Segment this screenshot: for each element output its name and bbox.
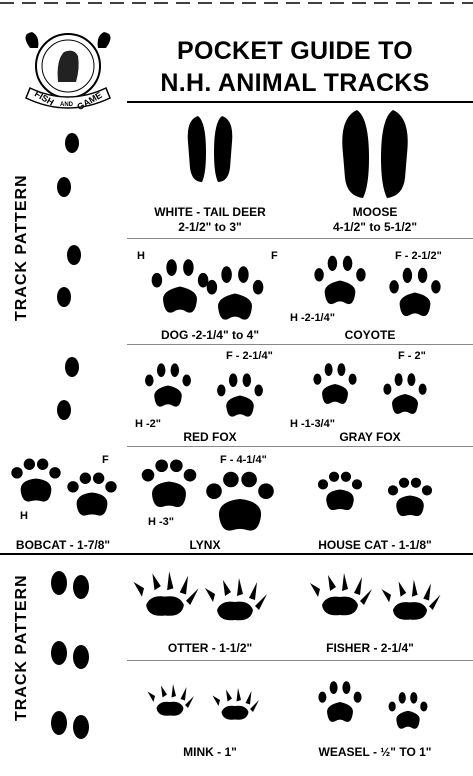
lynx-front-marker: F - 4-1/4" bbox=[220, 454, 267, 466]
coyote-front-paw-icon bbox=[389, 267, 441, 317]
dog-hind-paw-icon bbox=[151, 259, 209, 313]
weasel-hind-paw-icon bbox=[318, 681, 362, 722]
red-fox-hind-marker: H -2" bbox=[135, 418, 161, 430]
fisher-front-paw-icon bbox=[381, 579, 441, 620]
dog-hind-marker: H bbox=[137, 250, 145, 262]
house-cat-front-paw-icon bbox=[387, 477, 433, 517]
coyote-front-marker: F - 2-1/2" bbox=[395, 250, 442, 262]
section-divider bbox=[0, 553, 473, 555]
dashed-cut-line bbox=[0, 2, 473, 4]
bobcat-label: BOBCAT - 1-7/8" bbox=[15, 538, 111, 552]
deer-name: WHITE - TAIL DEER bbox=[154, 205, 266, 219]
mink-hind-paw-icon bbox=[147, 684, 194, 716]
lynx-front-paw-icon bbox=[206, 471, 274, 531]
coyote-label: COYOTE bbox=[344, 328, 396, 342]
gray-fox-front-paw-icon bbox=[383, 373, 427, 414]
bobcat-hind-marker: H bbox=[20, 510, 28, 522]
house-cat-label: HOUSE CAT - 1-1/8" bbox=[318, 538, 432, 552]
moose-track-icon bbox=[342, 110, 408, 198]
fisher-label: FISHER - 2-1/4" bbox=[326, 641, 414, 655]
weasel-front-paw-icon bbox=[388, 692, 428, 729]
otter-front-paw-icon bbox=[205, 578, 267, 621]
bobcat-front-paw-icon bbox=[67, 472, 117, 516]
row-divider bbox=[127, 238, 473, 239]
track-pattern-label-top: TRACK PATTERN bbox=[13, 174, 30, 321]
lynx-hind-paw-icon bbox=[141, 459, 197, 507]
deer-track-icon bbox=[187, 116, 233, 182]
lynx-label: LYNX bbox=[189, 538, 221, 552]
mink-front-paw-icon bbox=[212, 688, 259, 720]
red-fox-hind-paw-icon bbox=[145, 363, 191, 407]
otter-hind-paw-icon bbox=[133, 571, 199, 616]
dog-front-paw-icon bbox=[206, 266, 264, 320]
page-title-line1: POCKET GUIDE TO bbox=[176, 37, 413, 65]
deer-size: 2-1/2" to 3" bbox=[178, 220, 242, 234]
coyote-hind-marker: H -2-1/4" bbox=[290, 312, 335, 324]
gray-fox-hind-paw-icon bbox=[313, 363, 357, 404]
red-fox-front-paw-icon bbox=[217, 373, 263, 417]
weasel-label: WEASEL - ½" TO 1" bbox=[318, 745, 432, 759]
logo-text-and: AND bbox=[60, 102, 73, 108]
title-underline bbox=[127, 101, 473, 103]
coyote-hind-paw-icon bbox=[314, 255, 366, 305]
dog-label: DOG -2-1/4" to 4" bbox=[160, 328, 260, 342]
moose-name: MOOSE bbox=[352, 205, 398, 219]
red-fox-label: RED FOX bbox=[183, 430, 237, 444]
fisher-hind-paw-icon bbox=[310, 573, 372, 616]
fish-and-game-logo bbox=[25, 32, 111, 109]
otter-label: OTTER - 1-1/2" bbox=[167, 641, 253, 655]
gray-fox-front-marker: F - 2" bbox=[398, 350, 426, 362]
track-pattern-label-bottom: TRACK PATTERN bbox=[13, 574, 30, 721]
gray-fox-hind-marker: H -1-3/4" bbox=[290, 418, 335, 430]
track-pattern-top-icon bbox=[57, 133, 81, 420]
dog-front-marker: F bbox=[271, 250, 278, 262]
row-divider bbox=[127, 344, 473, 345]
gray-fox-label: GRAY FOX bbox=[339, 430, 401, 444]
mink-label: MINK - 1" bbox=[183, 745, 237, 759]
track-pattern-bottom-icon bbox=[51, 571, 89, 739]
row-divider bbox=[127, 446, 473, 447]
moose-size: 4-1/2" to 5-1/2" bbox=[332, 220, 418, 234]
lynx-hind-marker: H -3" bbox=[148, 516, 174, 528]
red-fox-front-marker: F - 2-1/4" bbox=[226, 350, 273, 362]
house-cat-hind-paw-icon bbox=[317, 471, 363, 511]
page-title-line2: N.H. ANIMAL TRACKS bbox=[160, 69, 430, 97]
row-divider bbox=[127, 660, 473, 661]
bobcat-hind-paw-icon bbox=[11, 458, 61, 502]
bobcat-front-marker: F bbox=[102, 454, 109, 466]
